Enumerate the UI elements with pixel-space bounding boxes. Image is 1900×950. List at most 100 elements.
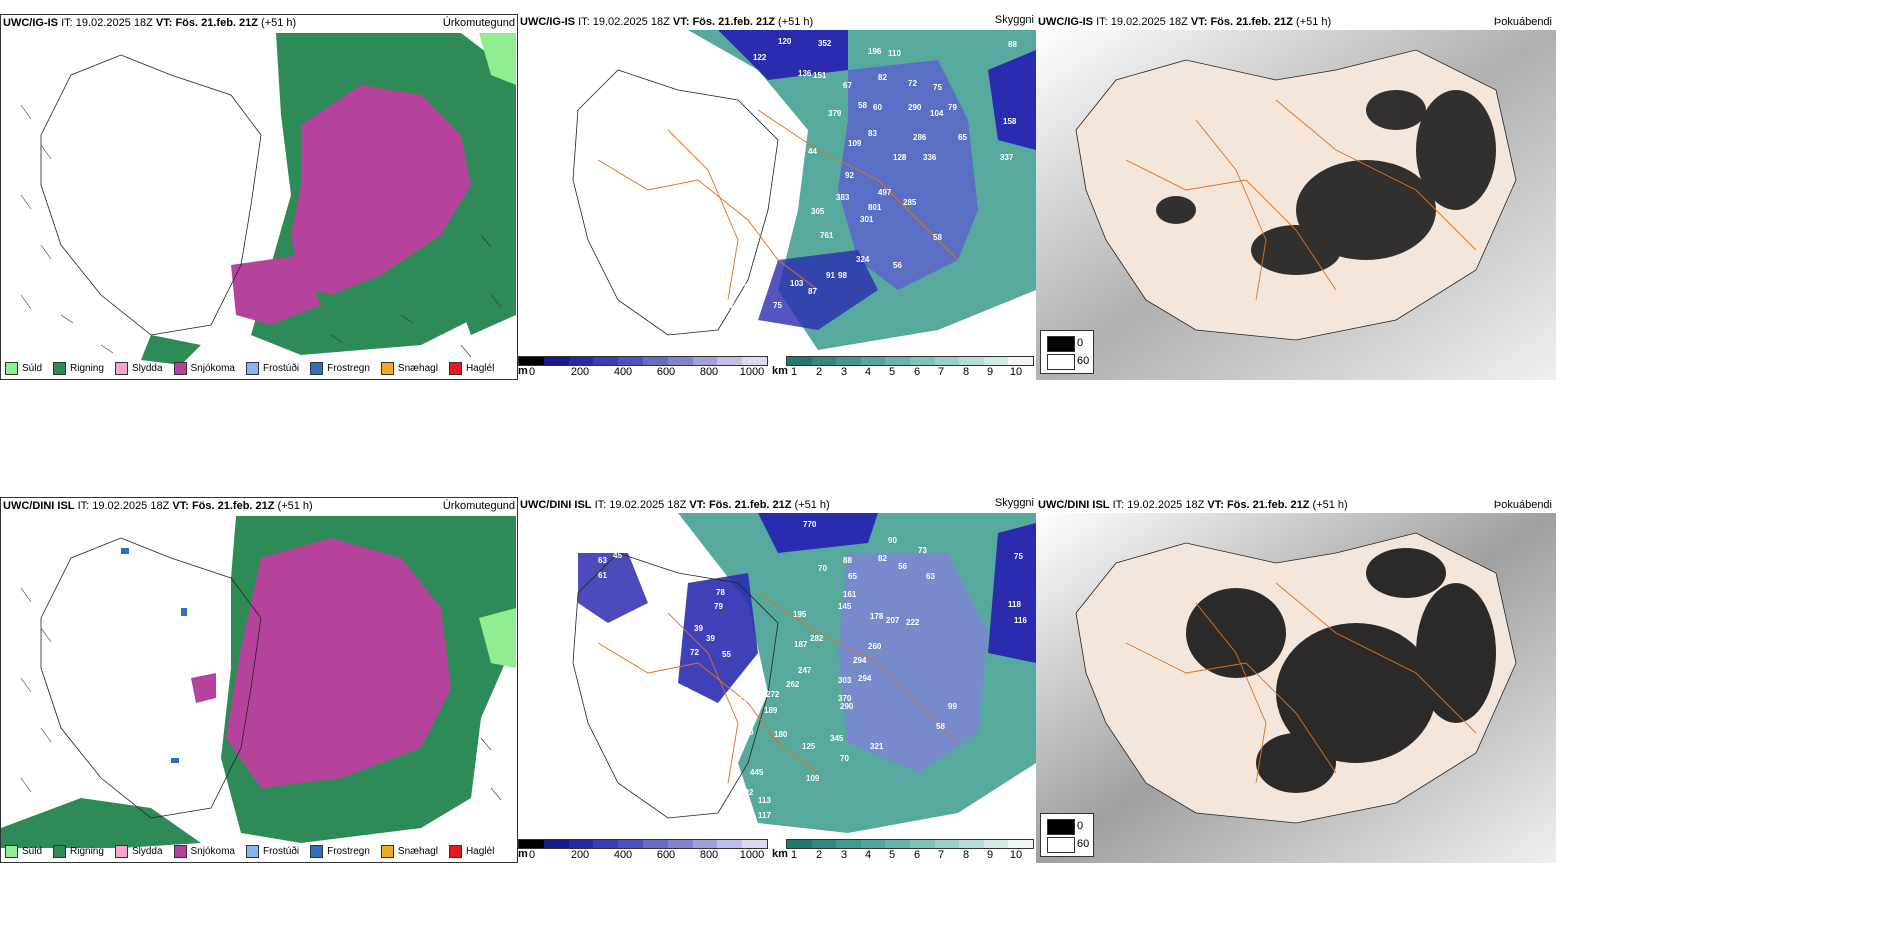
svg-text:383: 383 [836, 193, 850, 202]
height-colorbar: m 0 200 400 600 800 1000 [518, 837, 768, 863]
panel-header: UWC/IG-IS IT: 19.02.2025 18Z VT: Fös. 21… [1038, 16, 1552, 28]
legend-item: Frostregn [310, 362, 370, 375]
legend-item: Snjókoma [173, 362, 235, 375]
svg-text:75: 75 [773, 301, 782, 310]
svg-text:87: 87 [808, 287, 817, 296]
panel-title: Skyggni [994, 14, 1034, 26]
fog-legend: 0 60 [1040, 813, 1094, 857]
svg-text:145: 145 [838, 602, 852, 611]
svg-text:128: 128 [893, 153, 907, 162]
fog-legend: 0 60 [1040, 330, 1094, 374]
svg-text:60: 60 [873, 103, 882, 112]
panel-title: Skyggni [994, 497, 1034, 509]
visibility-map: 120 352 122 196 110 136 151 82 75 67 72 … [518, 30, 1036, 360]
svg-text:109: 109 [848, 139, 862, 148]
valid-time: Fös. 21.feb. 21Z [175, 17, 258, 29]
legend-item: Slydda [114, 362, 163, 375]
svg-text:290: 290 [840, 702, 854, 711]
legend-item: Súld [5, 845, 42, 858]
legend-item: Frostúði [245, 845, 299, 858]
panel-header: UWC/DINI ISL IT: 19.02.2025 18Z VT: Fös.… [520, 499, 830, 511]
svg-text:39: 39 [694, 624, 703, 633]
legend-item: Snjókoma [173, 845, 235, 858]
panel-title: Þokuábendi [1493, 16, 1552, 28]
svg-text:305: 305 [811, 207, 825, 216]
precip-map [1, 516, 516, 848]
svg-text:117: 117 [758, 811, 771, 820]
svg-text:58: 58 [858, 101, 867, 110]
legend-item: Snæhagl [380, 362, 438, 375]
svg-text:39: 39 [706, 634, 715, 643]
svg-text:247: 247 [798, 666, 812, 675]
svg-text:65: 65 [848, 572, 857, 581]
legend-item: Frostregn [310, 845, 370, 858]
svg-text:72: 72 [690, 648, 699, 657]
svg-text:352: 352 [818, 39, 832, 48]
svg-text:56: 56 [898, 562, 907, 571]
svg-text:82: 82 [878, 73, 887, 82]
svg-text:272: 272 [766, 690, 780, 699]
fog-panel-top: UWC/IG-IS IT: 19.02.2025 18Z VT: Fös. 21… [1036, 14, 1556, 380]
model-name: UWC/IG-IS [3, 17, 58, 29]
legend-item: Rigning [53, 845, 104, 858]
svg-text:285: 285 [903, 198, 917, 207]
visibility-panel-bottom: UWC/DINI ISL IT: 19.02.2025 18Z VT: Fös.… [518, 497, 1036, 863]
svg-text:192: 192 [740, 788, 754, 797]
svg-text:125: 125 [802, 742, 816, 751]
svg-text:90: 90 [888, 536, 897, 545]
svg-text:262: 262 [786, 680, 800, 689]
panel-header: UWC/DINI ISL IT: 19.02.2025 18Z VT: Fös.… [3, 500, 515, 512]
svg-text:32: 32 [744, 283, 753, 292]
svg-text:70: 70 [818, 564, 827, 573]
fog-map [1036, 30, 1556, 380]
svg-text:196: 196 [868, 47, 882, 56]
svg-text:178: 178 [870, 612, 884, 621]
svg-text:73: 73 [918, 546, 927, 555]
svg-text:63: 63 [926, 572, 935, 581]
svg-text:294: 294 [853, 656, 867, 665]
panel-title: Úrkomutegund [442, 17, 515, 29]
svg-text:83: 83 [868, 129, 877, 138]
svg-text:294: 294 [858, 674, 872, 683]
svg-text:290: 290 [908, 103, 922, 112]
svg-text:379: 379 [828, 109, 842, 118]
visibility-colorbar: km 1 2 3 4 5 6 7 8 9 10 [772, 354, 1034, 380]
svg-text:336: 336 [923, 153, 937, 162]
svg-text:761: 761 [820, 231, 834, 240]
svg-text:148: 148 [714, 714, 728, 723]
svg-text:99: 99 [948, 702, 957, 711]
svg-text:67: 67 [843, 81, 852, 90]
svg-text:75: 75 [1014, 552, 1023, 561]
svg-text:122: 122 [753, 53, 767, 62]
visibility-colorbar: km 1 2 3 4 5 6 7 8 9 10 [772, 837, 1034, 863]
svg-text:61: 61 [598, 571, 607, 580]
svg-text:103: 103 [790, 279, 804, 288]
svg-text:136: 136 [798, 69, 812, 78]
svg-text:770: 770 [803, 520, 817, 529]
svg-text:370: 370 [838, 694, 852, 703]
svg-text:91: 91 [826, 271, 835, 280]
svg-text:72: 72 [908, 79, 917, 88]
svg-text:189: 189 [764, 706, 778, 715]
svg-text:56: 56 [893, 261, 902, 270]
svg-text:152: 152 [734, 696, 748, 705]
svg-text:337: 337 [1000, 153, 1014, 162]
fog-panel-bottom: UWC/DINI ISL IT: 19.02.2025 18Z VT: Fös.… [1036, 497, 1556, 863]
svg-text:88: 88 [843, 556, 852, 565]
legend-item: Snæhagl [380, 845, 438, 858]
svg-text:113: 113 [758, 796, 771, 805]
svg-text:195: 195 [793, 610, 807, 619]
svg-text:497: 497 [878, 188, 892, 197]
svg-text:109: 109 [806, 774, 820, 783]
svg-text:190: 190 [740, 728, 754, 737]
svg-text:120: 120 [778, 37, 792, 46]
legend-item: Haglél [448, 845, 494, 858]
init-time: 19.02.2025 18Z [75, 17, 153, 29]
svg-text:161: 161 [843, 590, 857, 599]
precip-panel-top: UWC/IG-IS IT: 19.02.2025 18Z VT: Fös. 21… [0, 14, 518, 380]
svg-text:345: 345 [830, 734, 844, 743]
visibility-panel-top: UWC/IG-IS IT: 19.02.2025 18Z VT: Fös. 21… [518, 14, 1036, 380]
svg-text:116: 116 [1014, 616, 1027, 625]
precip-legend: Súld Rigning Slydda Snjókoma Frostúði Fr… [5, 362, 494, 375]
svg-text:110: 110 [888, 49, 901, 58]
